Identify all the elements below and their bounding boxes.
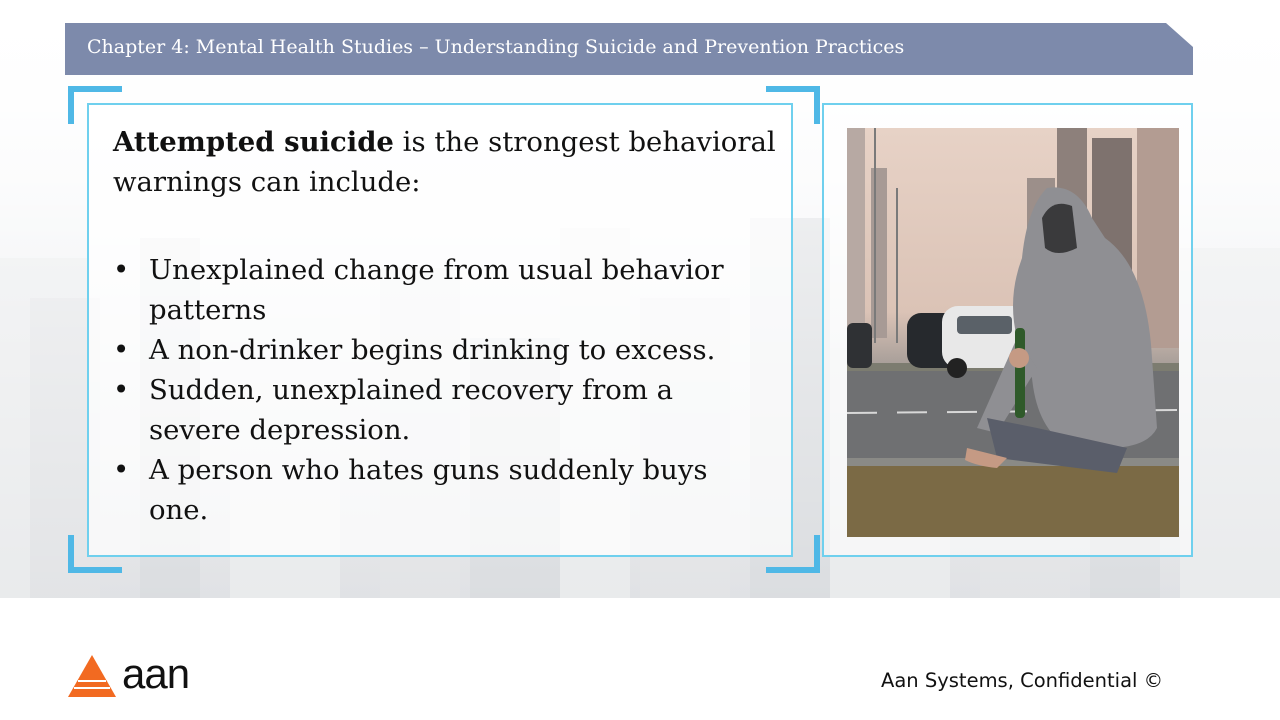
list-item: • A non-drinker begins drinking to excess… — [113, 330, 773, 370]
aan-logo — [68, 653, 198, 701]
list-item: • A person who hates guns suddenly buys o… — [113, 450, 773, 530]
intro-paragraph: Attempted suicide is the strongest behav… — [113, 122, 783, 202]
list-item-text: A non-drinker begins drinking to excess. — [149, 334, 716, 366]
list-item-text: Sudden, unexplained recovery from a seve… — [149, 374, 674, 446]
bullet-icon: • — [113, 334, 130, 366]
list-item: • Sudden, unexplained recovery from a sev… — [113, 370, 773, 450]
photo-hooded-person — [847, 128, 1179, 537]
bullet-icon: • — [113, 454, 130, 486]
warning-signs-list: • Unexplained change from usual behavior … — [113, 250, 773, 530]
frame-corner-bottom-left — [68, 533, 122, 573]
bullet-icon: • — [113, 374, 130, 406]
list-item-text: A person who hates guns suddenly buys on… — [149, 454, 708, 526]
list-item: • Unexplained change from usual behavior … — [113, 250, 773, 330]
chapter-header-banner: Chapter 4: Mental Health Studies – Under… — [65, 23, 1193, 75]
text-panel — [87, 103, 793, 557]
frame-corner-top-left — [68, 86, 122, 124]
list-item-text: Unexplained change from usual behavior p… — [149, 254, 724, 326]
bullet-icon: • — [113, 254, 130, 286]
frame-corner-top-right — [764, 86, 820, 124]
logo-wordmark: aan — [122, 650, 190, 697]
frame-corner-bottom-right — [764, 533, 820, 573]
chapter-title: Chapter 4: Mental Health Studies – Under… — [87, 36, 905, 58]
confidential-notice: Aan Systems, Confidential © — [881, 669, 1164, 692]
intro-text: is the strongest behavioral warnings can… — [113, 126, 776, 198]
intro-bold-term: Attempted suicide — [113, 126, 394, 158]
